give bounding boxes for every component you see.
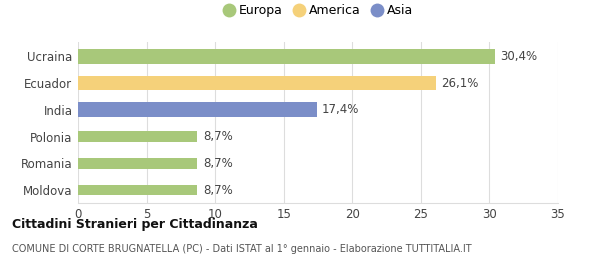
Text: 8,7%: 8,7% xyxy=(203,184,233,197)
Text: COMUNE DI CORTE BRUGNATELLA (PC) - Dati ISTAT al 1° gennaio - Elaborazione TUTTI: COMUNE DI CORTE BRUGNATELLA (PC) - Dati … xyxy=(12,244,472,254)
Bar xyxy=(78,76,436,90)
Text: 8,7%: 8,7% xyxy=(203,130,233,143)
Bar xyxy=(78,158,197,169)
Legend: Europa, America, Asia: Europa, America, Asia xyxy=(218,0,418,23)
Text: 26,1%: 26,1% xyxy=(442,76,479,89)
Text: 17,4%: 17,4% xyxy=(322,103,359,116)
Bar xyxy=(78,49,495,64)
Text: 8,7%: 8,7% xyxy=(203,157,233,170)
Bar xyxy=(78,131,197,142)
Text: 30,4%: 30,4% xyxy=(500,50,538,63)
Text: Cittadini Stranieri per Cittadinanza: Cittadini Stranieri per Cittadinanza xyxy=(12,218,258,231)
Bar xyxy=(78,102,317,117)
Bar xyxy=(78,185,197,196)
